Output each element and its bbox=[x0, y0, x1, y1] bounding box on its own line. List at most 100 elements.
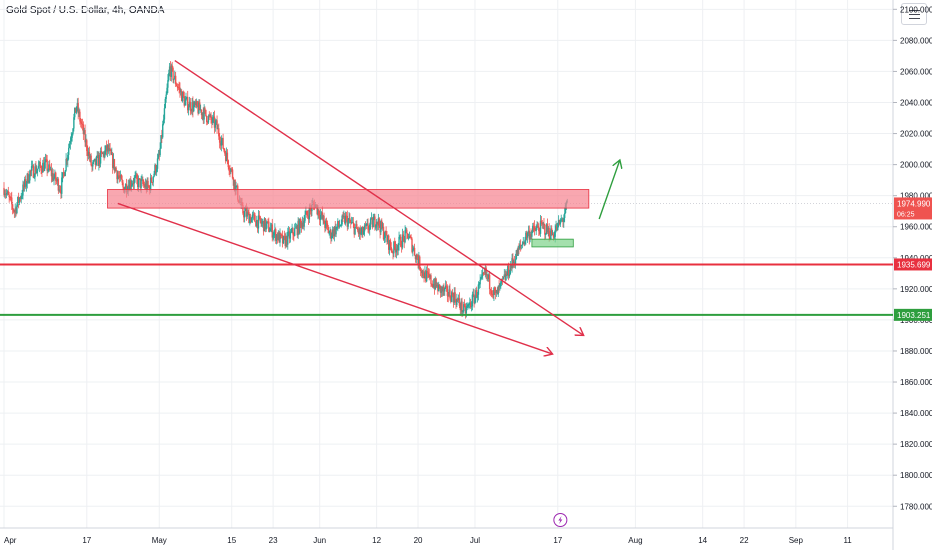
candle-body-198 bbox=[174, 75, 176, 79]
candle-body-257 bbox=[224, 153, 227, 162]
candle-body-465 bbox=[404, 230, 406, 243]
candle-body-341 bbox=[297, 220, 299, 236]
candle-body-536 bbox=[465, 308, 468, 314]
candle-body-456 bbox=[396, 248, 399, 251]
candle-body-0 bbox=[3, 187, 5, 195]
candle-body-87 bbox=[78, 111, 80, 114]
candle-body-367 bbox=[319, 214, 322, 220]
candle-body-581 bbox=[504, 274, 506, 281]
candle-body-328 bbox=[286, 236, 288, 245]
candle-body-165 bbox=[145, 183, 148, 191]
candle-body-177 bbox=[155, 168, 158, 173]
candle-body-482 bbox=[419, 256, 421, 270]
candle-body-585 bbox=[507, 265, 510, 277]
candle-body-427 bbox=[371, 217, 374, 228]
candle-body-405 bbox=[352, 222, 355, 224]
candle-body-560 bbox=[486, 274, 488, 276]
candle-body-285 bbox=[249, 216, 251, 224]
candle-body-463 bbox=[402, 234, 405, 237]
candle-body-567 bbox=[492, 294, 494, 296]
y-tick-label-11: 1880.000 bbox=[900, 347, 932, 356]
candle-body-556 bbox=[482, 272, 485, 274]
candle-body-497 bbox=[431, 284, 434, 288]
candle-body-415 bbox=[361, 227, 363, 233]
candle-body-392 bbox=[341, 215, 343, 225]
candle-body-570 bbox=[494, 291, 497, 294]
candle-body-159 bbox=[140, 179, 142, 188]
candle-body-389 bbox=[338, 225, 341, 227]
candle-body-8 bbox=[10, 197, 12, 198]
candle-body-580 bbox=[503, 274, 505, 277]
candle-body-219 bbox=[192, 102, 194, 112]
candle-body-506 bbox=[439, 285, 442, 293]
candle-body-339 bbox=[295, 226, 298, 228]
candle-body-52 bbox=[48, 164, 50, 170]
candle-body-503 bbox=[437, 284, 439, 292]
candle-body-459 bbox=[399, 236, 401, 238]
trendline-1 bbox=[117, 202, 553, 354]
candle-body-25 bbox=[24, 179, 27, 187]
candle-body-101 bbox=[90, 155, 92, 166]
candle-body-303 bbox=[264, 218, 267, 230]
candle-body-288 bbox=[251, 215, 254, 218]
candle-body-114 bbox=[101, 152, 104, 154]
candle-body-473 bbox=[411, 238, 413, 252]
candle-body-515 bbox=[447, 295, 449, 297]
candle-body-204 bbox=[179, 87, 181, 92]
candle-body-474 bbox=[412, 249, 414, 252]
candle-body-23 bbox=[23, 184, 25, 188]
candle-body-46 bbox=[42, 162, 45, 171]
candle-body-203 bbox=[178, 87, 180, 89]
candle-body-410 bbox=[356, 228, 359, 231]
candle-body-301 bbox=[262, 220, 265, 232]
candle-body-268 bbox=[234, 179, 236, 192]
candle-body-368 bbox=[320, 212, 323, 215]
candle-body-549 bbox=[476, 294, 479, 298]
candle-body-428 bbox=[372, 219, 374, 228]
candle-body-26 bbox=[25, 183, 28, 187]
candle-body-379 bbox=[330, 230, 332, 239]
candle-body-398 bbox=[346, 215, 349, 227]
x-tick-label-0: Apr bbox=[4, 536, 17, 545]
candle-body-127 bbox=[112, 159, 115, 168]
candle-body-596 bbox=[517, 247, 519, 256]
candle-body-125 bbox=[111, 153, 113, 155]
candle-body-590 bbox=[512, 258, 514, 263]
candle-body-528 bbox=[458, 298, 461, 306]
candle-body-393 bbox=[342, 215, 344, 217]
candle-body-597 bbox=[518, 247, 520, 249]
candle-body-5 bbox=[7, 191, 10, 195]
candle-body-29 bbox=[28, 180, 30, 183]
candle-body-60 bbox=[55, 172, 57, 181]
hamburger-menu-icon[interactable] bbox=[901, 3, 927, 25]
candle-body-17 bbox=[17, 196, 20, 203]
candle-body-546 bbox=[474, 297, 476, 304]
candle-body-320 bbox=[279, 232, 281, 243]
candle-body-648 bbox=[562, 219, 564, 222]
candle-body-563 bbox=[488, 274, 491, 289]
candle-body-194 bbox=[170, 65, 173, 77]
candle-body-649 bbox=[563, 217, 565, 222]
x-tick-label-9: 17 bbox=[553, 536, 562, 545]
candle-body-574 bbox=[498, 286, 500, 287]
candle-body-261 bbox=[228, 167, 230, 171]
candle-body-147 bbox=[130, 180, 132, 187]
candle-body-633 bbox=[549, 236, 551, 240]
candle-body-364 bbox=[317, 209, 319, 215]
green-level-badge: 1903.251 bbox=[897, 311, 931, 320]
candle-body-245 bbox=[214, 121, 217, 128]
candle-body-642 bbox=[557, 223, 559, 230]
candle-body-192 bbox=[168, 66, 171, 74]
candle-body-484 bbox=[420, 270, 423, 274]
candle-body-602 bbox=[522, 241, 524, 245]
candle-body-115 bbox=[102, 152, 104, 154]
candle-body-155 bbox=[136, 178, 139, 188]
candle-body-332 bbox=[289, 232, 292, 239]
candle-body-14 bbox=[15, 208, 17, 214]
y-tick-label-15: 1800.000 bbox=[900, 471, 932, 480]
candle-body-566 bbox=[491, 293, 493, 295]
candle-body-269 bbox=[235, 185, 237, 192]
candle-body-605 bbox=[525, 232, 527, 240]
candle-body-118 bbox=[105, 145, 107, 151]
